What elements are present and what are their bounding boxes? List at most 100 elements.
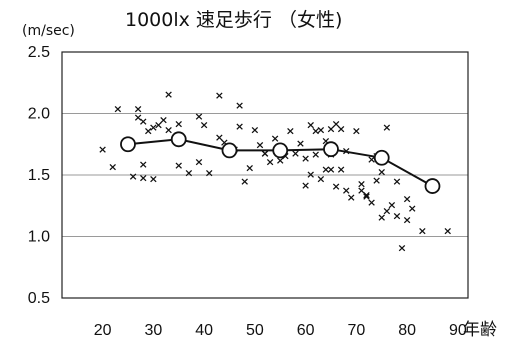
scatter-point: × (271, 132, 280, 145)
plot-frame (61, 51, 469, 299)
scatter-point: × (418, 224, 427, 237)
scatter-point: × (260, 147, 269, 160)
scatter-point: × (134, 103, 143, 116)
scatter-point: × (174, 117, 183, 130)
scatter-point: × (342, 184, 351, 197)
scatter-point: × (194, 155, 203, 168)
scatter-point: × (372, 174, 381, 187)
scatter-point: × (215, 89, 224, 102)
scatter-point: × (301, 152, 310, 165)
y-tick-label: 1.5 (28, 167, 50, 184)
scatter-point: × (164, 123, 173, 136)
scatter-point: × (159, 114, 168, 127)
scatter-point: × (245, 162, 254, 175)
x-tick-label: 30 (144, 322, 162, 339)
scatter-point: × (326, 122, 335, 135)
scatter-point: × (367, 153, 376, 166)
mean-point (424, 178, 441, 194)
scatter-point: × (306, 119, 315, 132)
scatter-points: ××××××××××××××××××××××××××××××××××××××××… (98, 88, 452, 255)
scatter-point: × (139, 158, 148, 171)
scatter-point: × (108, 160, 117, 173)
scatter-point: × (331, 117, 340, 130)
scatter-point: × (392, 175, 401, 188)
scatter-point: × (321, 163, 330, 176)
mean-series (120, 131, 441, 194)
scatter-point: × (265, 155, 274, 168)
x-tick-label: 50 (246, 322, 264, 339)
scatter-point: × (443, 224, 452, 237)
scatter-point: × (377, 211, 386, 224)
scatter-point: × (408, 202, 417, 215)
scatter-point: × (402, 192, 411, 205)
y-tick-label: 0.5 (28, 290, 50, 307)
scatter-point: × (235, 99, 244, 112)
scatter-point: × (291, 147, 300, 160)
mean-point (221, 142, 238, 159)
x-tick-label: 80 (398, 322, 416, 339)
scatter-point: × (98, 143, 107, 156)
scatter-point: × (205, 167, 214, 180)
scatter-point: × (382, 121, 391, 134)
mean-point (323, 141, 339, 158)
scatter-point: × (301, 179, 310, 192)
scatter-point: × (164, 88, 173, 101)
scatter-point: × (255, 138, 264, 151)
x-tick-label: 70 (347, 322, 365, 339)
scatter-point: × (240, 175, 249, 188)
gridlines (62, 113, 468, 237)
scatter-point: × (321, 135, 330, 148)
scatter-point: × (306, 168, 315, 181)
scatter-point: × (367, 196, 376, 209)
scatter-point: × (184, 167, 193, 180)
scatter-point: × (194, 110, 203, 123)
y-tick-label: 1.0 (28, 229, 50, 246)
scatter-point: × (352, 125, 361, 138)
scatter-point: × (215, 131, 224, 144)
scatter-point: × (337, 122, 346, 135)
x-tick-label: 60 (297, 322, 315, 339)
x-axis-unit: 年齢 (463, 320, 497, 340)
scatter-point: × (134, 111, 143, 124)
x-tick-label: 20 (94, 322, 112, 339)
scatter-point: × (296, 137, 305, 150)
scatter-point: × (311, 125, 320, 138)
scatter-point: × (357, 184, 366, 197)
scatter-point: × (362, 189, 371, 202)
scatter-point: × (174, 159, 183, 172)
scatter-point: × (347, 191, 356, 204)
scatter-point: × (149, 121, 158, 134)
scatter-point: × (235, 120, 244, 133)
scatter-point: × (362, 190, 371, 203)
y-tick-label: 2.5 (28, 44, 50, 61)
scatter-point: × (154, 119, 163, 132)
scatter-point: × (311, 148, 320, 161)
scatter-point: × (250, 123, 259, 136)
scatter-point: × (113, 103, 122, 116)
scatter-point: × (139, 171, 148, 184)
scatter-point: × (357, 178, 366, 191)
scatter-point: × (316, 173, 325, 186)
scatter-point: × (144, 125, 153, 138)
chart-title: 1000lx 速足歩行 （女性) (125, 9, 342, 31)
scatter-point: × (286, 125, 295, 138)
scatter-point: × (331, 180, 340, 193)
scatter-point: × (276, 154, 285, 167)
scatter-point: × (402, 213, 411, 226)
x-tick-label: 90 (449, 322, 467, 339)
scatter-point: × (139, 115, 148, 128)
y-tick-label: 2.0 (28, 106, 50, 123)
y-tick-labels: 0.5 1.0 1.5 2.0 2.5 (28, 44, 50, 307)
scatter-point: × (260, 147, 269, 160)
scatter-point: × (316, 123, 325, 136)
mean-point (272, 142, 289, 159)
scatter-point: × (220, 136, 229, 149)
x-tick-labels: 20 30 40 50 60 70 80 90 (94, 322, 467, 339)
scatter-point: × (149, 173, 158, 186)
x-tick-label: 40 (195, 322, 213, 339)
scatter-point: × (128, 170, 137, 183)
scatter-point: × (326, 163, 335, 176)
mean-point (170, 131, 187, 148)
